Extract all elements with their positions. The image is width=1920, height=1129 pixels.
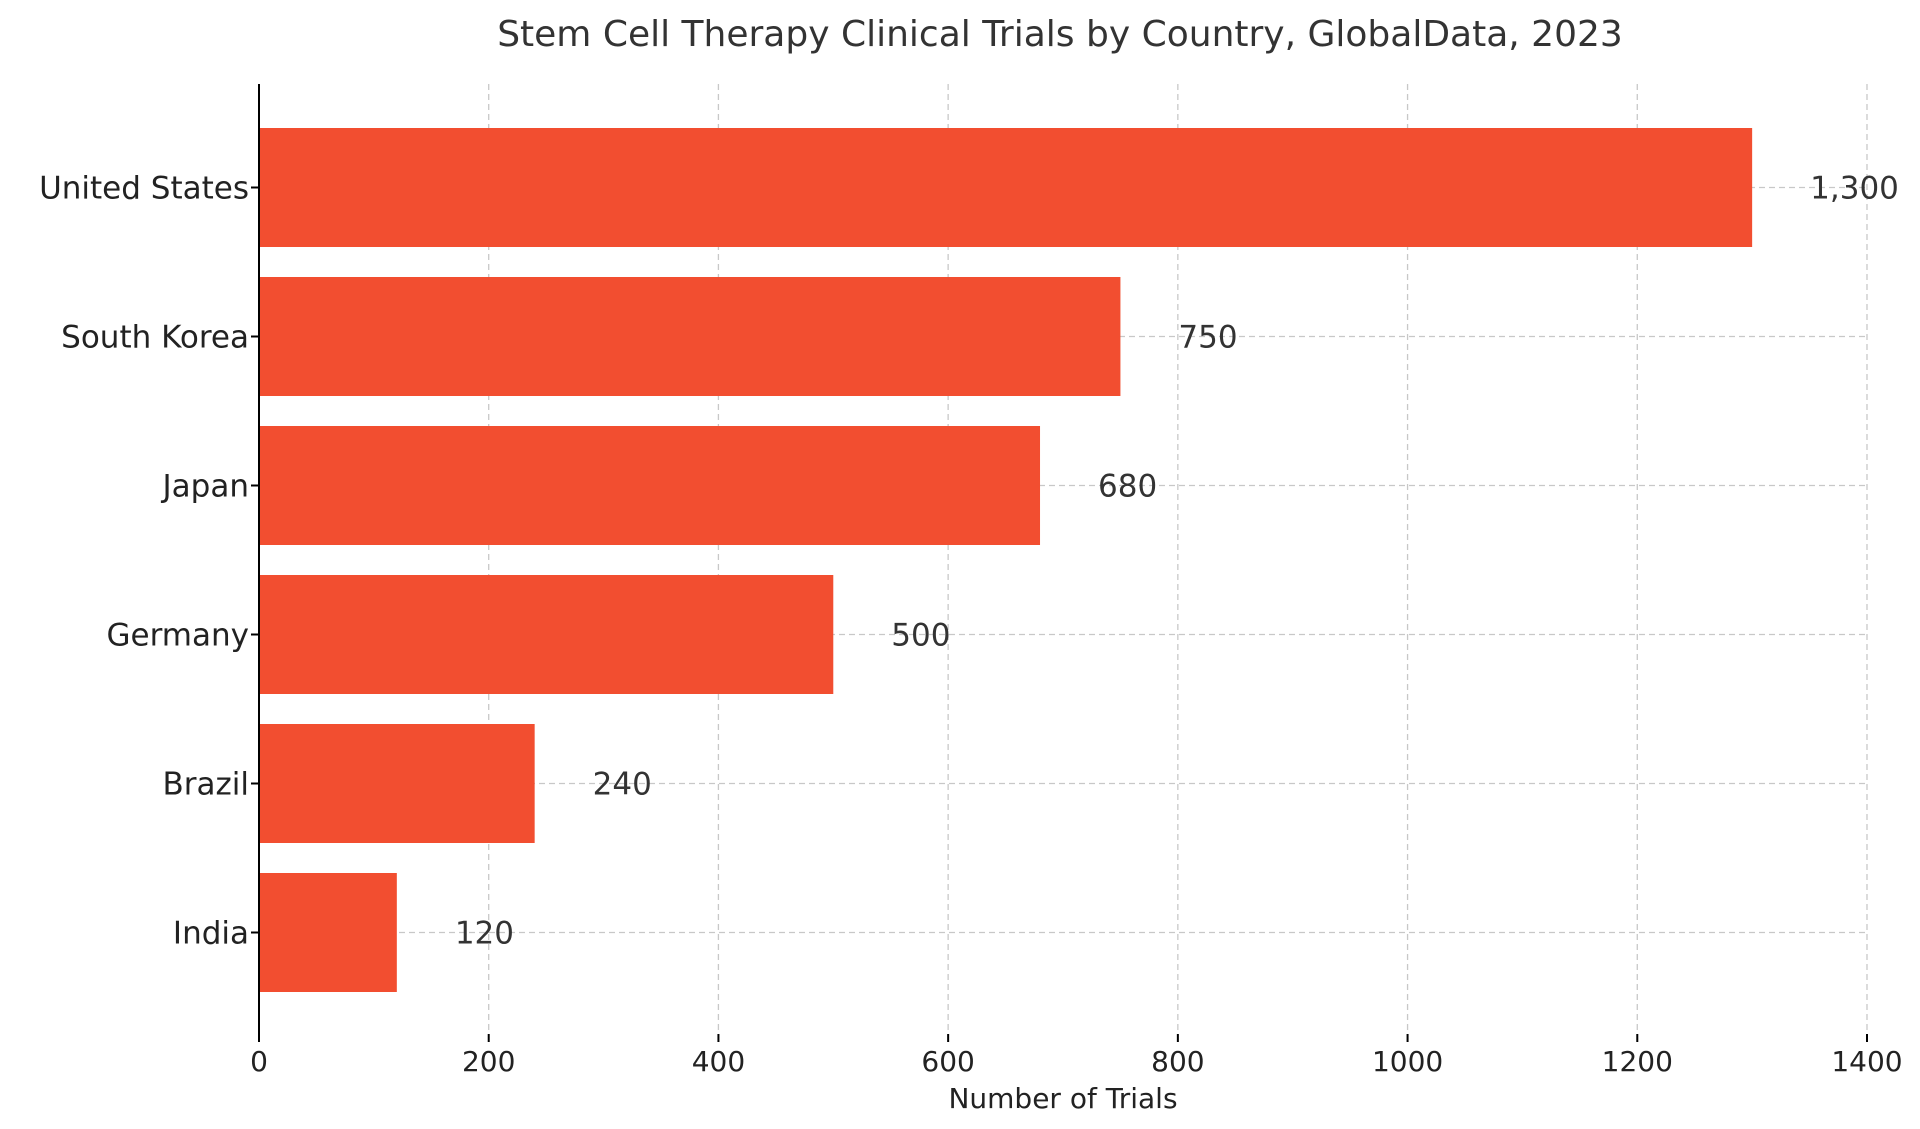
bar-japan	[259, 426, 1041, 545]
x-tick-label: 800	[1151, 1045, 1204, 1078]
bar-south-korea	[259, 277, 1121, 396]
data-label: 240	[593, 767, 652, 803]
y-tick-label: South Korea	[61, 320, 249, 356]
bar-india	[259, 873, 397, 992]
data-label: 750	[1178, 320, 1237, 356]
ticks-layer: 0 200 400 600 800 1000 1200 1400	[250, 186, 1903, 1078]
y-tick-label: United States	[39, 171, 249, 207]
x-tick-label: 400	[692, 1045, 745, 1078]
bars-layer	[259, 128, 1753, 992]
y-tick-label: Japan	[161, 469, 249, 505]
x-tick-label: 1000	[1372, 1045, 1443, 1078]
data-label: 120	[455, 916, 514, 952]
x-tick-label: 0	[250, 1045, 268, 1078]
bar-united-states	[259, 128, 1753, 247]
labels-layer: United States 1,300 South Korea 750 Japan 680…	[39, 171, 1899, 952]
chart-title: Stem Cell Therapy Clinical Trials by Cou…	[497, 14, 1623, 55]
bar-germany	[259, 575, 834, 694]
y-tick-label: Brazil	[162, 767, 249, 803]
x-tick-label: 200	[462, 1045, 515, 1078]
axes-layer	[258, 84, 260, 1034]
y-tick-label: India	[173, 916, 249, 952]
x-axis-label: Number of Trials	[948, 1082, 1177, 1115]
x-tick-label: 1200	[1602, 1045, 1673, 1078]
x-tick-label: 1400	[1831, 1045, 1902, 1078]
bar-brazil	[259, 724, 535, 843]
data-label: 1,300	[1810, 171, 1899, 207]
data-label: 500	[891, 618, 950, 654]
data-label: 680	[1098, 469, 1157, 505]
y-tick-label: Germany	[107, 618, 249, 654]
x-tick-label: 600	[921, 1045, 974, 1078]
